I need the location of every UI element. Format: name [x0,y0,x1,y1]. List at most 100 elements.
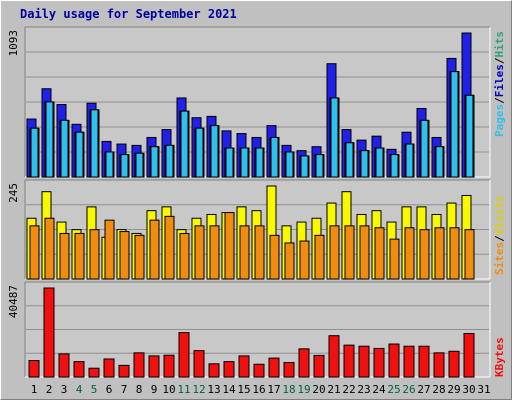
bar-pages-day-12 [195,127,204,178]
bar-kbytes-day-23 [358,345,370,378]
bar-sites-day-8 [134,234,145,280]
bar-sites-day-13 [209,225,220,280]
bar-kbytes-day-15 [238,355,250,378]
tick-label-day-26: 26 [402,383,415,396]
legend-sites-visits-part-2: Visits [493,196,506,236]
tick-label-day-6: 6 [106,383,113,396]
bar-kbytes-day-19 [298,348,310,378]
bar-pages-day-14 [225,147,234,178]
tick-label-day-11: 11 [177,383,190,396]
bar-pages-day-19 [300,155,309,178]
legend-kbytes: KBytes [493,337,506,377]
bar-pages-day-24 [375,147,384,178]
bar-pages-day-5 [90,109,99,178]
bar-sites-day-28 [434,227,445,280]
bar-sites-day-18 [284,242,295,280]
tick-label-day-2: 2 [46,383,53,396]
ymax-label-kbytes: 40487 [7,285,20,318]
bar-pages-day-29 [450,71,459,178]
bar-kbytes-day-16 [253,363,265,378]
legend-pages-files-hits-part-3: / [493,57,506,64]
tick-label-day-31: 31 [477,383,490,396]
bar-sites-day-10 [164,215,175,280]
bar-sites-day-5 [89,229,100,280]
bar-kbytes-day-28 [433,352,445,378]
tick-label-day-23: 23 [357,383,370,396]
tick-label-day-24: 24 [372,383,386,396]
bar-sites-day-15 [239,225,250,280]
bar-sites-day-2 [44,217,55,280]
bar-pages-day-9 [150,146,159,178]
bar-sites-day-3 [59,232,70,280]
bar-pages-day-7 [120,154,129,178]
bar-pages-day-23 [360,150,369,178]
bar-sites-day-21 [329,225,340,280]
tick-label-day-28: 28 [432,383,445,396]
bar-kbytes-day-24 [373,347,385,378]
tick-label-day-7: 7 [121,383,128,396]
bar-pages-day-4 [75,131,84,178]
bar-kbytes-day-12 [193,350,205,378]
legend-sites-visits-part-1: / [493,235,506,242]
bar-pages-day-6 [105,151,114,178]
bar-sites-day-19 [299,240,310,280]
bar-sites-day-1 [29,225,40,280]
tick-label-day-30: 30 [462,383,475,396]
bar-kbytes-day-14 [223,361,235,378]
bar-pages-day-28 [435,146,444,178]
tick-label-day-20: 20 [312,383,325,396]
ymax-label-hits-files-pages: 1093 [7,30,20,57]
bar-pages-day-13 [210,125,219,178]
bar-sites-day-16 [254,225,265,280]
bar-pages-day-17 [270,136,279,178]
tick-label-day-12: 12 [192,383,205,396]
bar-kbytes-day-21 [328,335,340,378]
bar-pages-day-21 [330,97,339,178]
bar-sites-day-29 [449,227,460,280]
bar-pages-day-20 [315,154,324,178]
chart-title: Daily usage for September 2021 [20,7,237,21]
tick-label-day-8: 8 [136,383,143,396]
bar-kbytes-day-9 [148,355,160,378]
legend-pages-files-hits-part-2: Files [493,64,506,97]
tick-label-day-3: 3 [61,383,68,396]
bar-pages-day-30 [465,94,474,178]
legend-pages-files-hits-part-1: / [493,97,506,104]
tick-label-day-5: 5 [91,383,98,396]
bar-pages-day-3 [60,119,69,178]
bar-sites-day-14 [224,212,235,280]
bar-kbytes-day-2 [43,287,55,378]
bar-sites-day-27 [419,229,430,280]
tick-label-day-14: 14 [222,383,236,396]
bar-kbytes-day-3 [58,353,70,378]
tick-label-day-15: 15 [237,383,250,396]
bar-kbytes-day-7 [118,364,130,378]
bar-sites-day-11 [179,232,190,280]
tick-label-day-17: 17 [267,383,280,396]
bar-sites-day-20 [314,234,325,280]
bar-kbytes-day-1 [28,360,40,378]
bar-kbytes-day-26 [403,345,415,378]
tick-label-day-21: 21 [327,383,340,396]
tick-label-day-27: 27 [417,383,430,396]
bar-pages-day-2 [45,101,54,178]
tick-label-day-25: 25 [387,383,400,396]
bar-pages-day-22 [345,142,354,178]
bar-kbytes-day-5 [88,367,100,378]
bar-kbytes-day-22 [343,344,355,378]
bar-sites-day-9 [149,219,160,280]
bar-kbytes-day-6 [103,358,115,378]
tick-label-day-10: 10 [162,383,175,396]
bar-sites-day-23 [359,225,370,280]
tick-label-day-19: 19 [297,383,310,396]
bar-pages-day-16 [255,147,264,178]
tick-label-day-16: 16 [252,383,265,396]
ymax-label-visits-sites: 245 [7,183,20,203]
legend-pages-files-hits: Pages/Files/Hits [493,31,506,137]
bar-pages-day-1 [30,127,39,178]
bar-pages-day-25 [390,154,399,178]
legend-pages-files-hits-part-4: Hits [493,31,506,58]
tick-label-day-4: 4 [76,383,83,396]
bar-sites-day-7 [119,231,130,280]
